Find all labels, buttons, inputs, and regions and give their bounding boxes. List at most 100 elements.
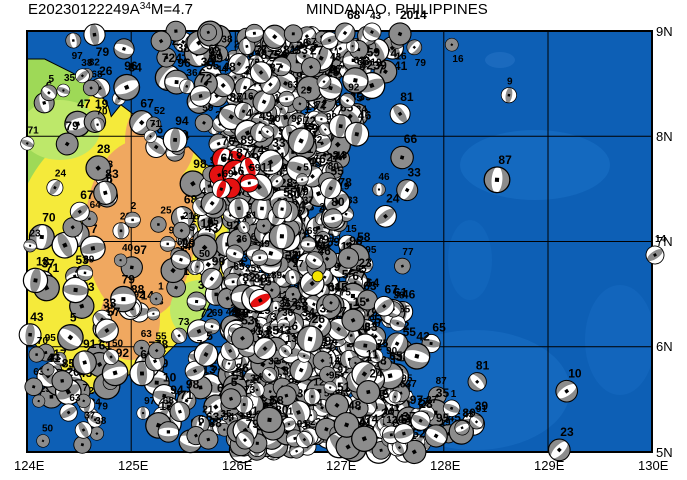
svg-text:49: 49 [259,239,271,250]
svg-text:5: 5 [231,375,238,389]
svg-text:42: 42 [416,329,430,343]
svg-text:43: 43 [205,221,219,235]
svg-text:87: 87 [498,153,512,167]
svg-text:4: 4 [246,106,253,120]
svg-text:8: 8 [305,421,311,432]
svg-text:33: 33 [272,136,286,150]
svg-text:79: 79 [122,272,136,286]
svg-text:73: 73 [244,385,256,396]
svg-text:89: 89 [271,271,283,282]
svg-text:81: 81 [246,210,258,221]
svg-text:63: 63 [141,329,153,340]
svg-text:50: 50 [112,339,124,350]
svg-text:85: 85 [266,324,280,338]
svg-text:96: 96 [291,114,303,125]
svg-text:59: 59 [367,45,381,59]
svg-text:71: 71 [150,119,162,130]
svg-text:94: 94 [175,114,189,128]
svg-text:15: 15 [258,274,272,288]
svg-text:51: 51 [337,380,351,394]
svg-text:26: 26 [312,312,326,326]
svg-text:79: 79 [96,45,110,59]
svg-text:77: 77 [402,247,414,258]
svg-text:18: 18 [336,151,348,162]
svg-text:55: 55 [331,164,345,178]
svg-text:50: 50 [42,423,54,434]
svg-text:72: 72 [162,51,176,65]
svg-text:7: 7 [82,383,88,394]
svg-text:67: 67 [385,282,399,296]
svg-text:39: 39 [373,59,387,73]
svg-text:83: 83 [105,167,119,181]
svg-text:75: 75 [377,339,389,350]
svg-text:73: 73 [178,317,190,328]
svg-text:9: 9 [507,77,513,88]
svg-text:79: 79 [97,401,109,412]
svg-text:69: 69 [212,308,224,319]
svg-text:70: 70 [37,336,49,347]
svg-text:14: 14 [329,356,341,367]
svg-text:24: 24 [55,169,67,180]
svg-text:53: 53 [241,313,255,327]
svg-text:88: 88 [209,416,223,430]
svg-text:24: 24 [386,192,400,206]
svg-text:25: 25 [160,206,172,217]
svg-text:24: 24 [369,367,383,381]
svg-text:68: 68 [91,69,103,80]
svg-text:48: 48 [348,399,362,413]
svg-text:63: 63 [69,393,81,404]
svg-text:29: 29 [301,86,313,97]
svg-text:66: 66 [209,44,221,55]
svg-text:74: 74 [365,412,379,426]
svg-text:11: 11 [261,160,274,174]
svg-text:36: 36 [282,308,294,319]
svg-text:27: 27 [310,44,324,58]
svg-text:73: 73 [315,241,327,252]
svg-text:71: 71 [28,126,40,137]
svg-text:38: 38 [95,416,107,427]
svg-text:38: 38 [221,35,233,46]
svg-text:2: 2 [131,201,137,212]
svg-text:50: 50 [199,249,211,260]
svg-text:46: 46 [358,108,372,122]
svg-text:30: 30 [269,114,281,125]
svg-text:72: 72 [303,114,317,128]
svg-text:57: 57 [107,305,121,319]
svg-text:1: 1 [451,389,457,400]
svg-text:66: 66 [404,132,418,146]
svg-text:89: 89 [182,236,196,250]
svg-text:35: 35 [64,73,76,84]
svg-text:35: 35 [436,386,450,400]
svg-text:21: 21 [183,211,195,222]
svg-text:76: 76 [222,134,236,148]
svg-text:55: 55 [206,58,220,72]
svg-text:69: 69 [222,169,234,180]
svg-text:91: 91 [83,337,97,351]
svg-text:47: 47 [77,97,91,111]
svg-text:16: 16 [452,54,464,65]
svg-text:34: 34 [329,284,341,295]
svg-text:96: 96 [124,59,138,73]
svg-text:43: 43 [330,52,342,63]
svg-text:6: 6 [198,412,205,426]
svg-text:33: 33 [268,356,280,367]
svg-text:55: 55 [156,332,168,343]
svg-text:52: 52 [154,106,166,117]
svg-text:59: 59 [249,163,261,174]
svg-text:67: 67 [352,269,366,283]
svg-text:27: 27 [293,259,305,270]
svg-text:96: 96 [349,234,363,248]
svg-text:16: 16 [243,91,255,102]
svg-text:80: 80 [331,195,345,209]
svg-text:33: 33 [408,166,422,180]
svg-text:95: 95 [329,370,341,381]
svg-text:67: 67 [140,97,154,111]
svg-text:11: 11 [366,348,379,362]
svg-text:18: 18 [36,254,50,268]
svg-text:81: 81 [400,90,414,104]
svg-text:28: 28 [97,142,111,156]
svg-text:43: 43 [463,410,475,421]
svg-text:5: 5 [206,329,213,343]
svg-text:28: 28 [419,397,433,411]
svg-text:40: 40 [122,243,134,254]
